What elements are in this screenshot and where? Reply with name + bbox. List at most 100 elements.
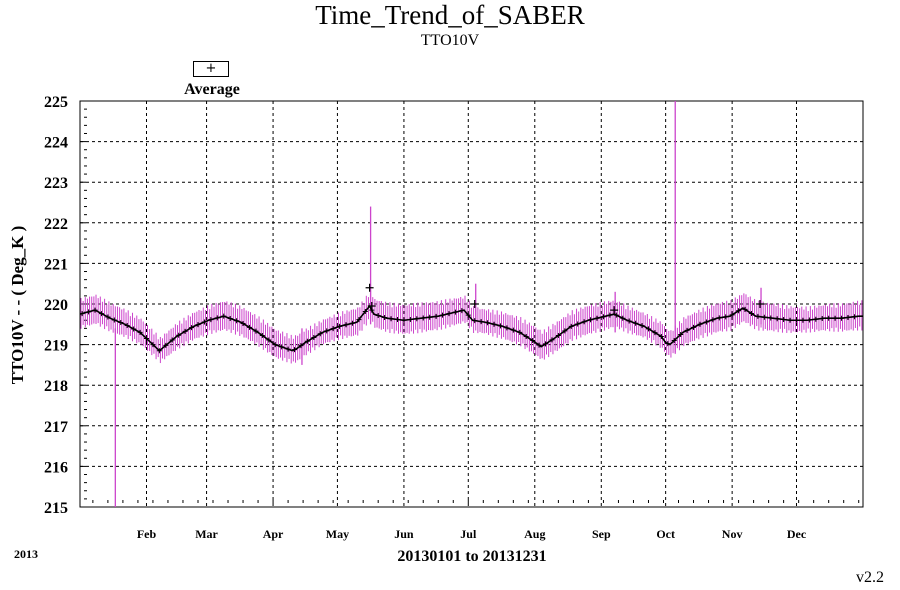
average-point [427, 314, 433, 320]
average-point [343, 322, 349, 328]
legend-label: Average [184, 81, 240, 98]
average-point [652, 330, 658, 336]
average-point [440, 312, 446, 318]
average-point [748, 310, 754, 316]
average-point [485, 320, 491, 326]
marked-point [365, 283, 374, 292]
average-point [568, 323, 574, 329]
y-tick-label: 219 [44, 338, 68, 355]
average-point [446, 311, 452, 317]
average-point [639, 323, 645, 329]
y-tick-label: 216 [44, 459, 68, 476]
average-point [246, 324, 252, 330]
x-tick-label: Nov [722, 527, 743, 541]
average-point [182, 328, 188, 334]
average-point [394, 316, 400, 322]
average-point [555, 332, 561, 338]
average-point [703, 319, 709, 325]
marked-point [610, 306, 619, 315]
average-point [407, 316, 413, 322]
average-point [234, 318, 240, 324]
average-point [221, 313, 227, 319]
average-point [575, 321, 581, 327]
average-point [633, 320, 639, 326]
average-point [227, 315, 233, 321]
legend-symbol: + [193, 61, 229, 77]
average-point [279, 344, 285, 350]
average-point [452, 309, 458, 315]
average-point [433, 313, 439, 319]
average-point [787, 317, 793, 323]
y-tick-label: 217 [44, 419, 68, 436]
chart-subtitle: TTO10V [420, 32, 480, 49]
average-point [588, 317, 594, 323]
version-label: v2.2 [856, 569, 884, 586]
x-axis-label: 20130101 to 20131231 [397, 548, 547, 565]
x-tick-label: Sep [592, 527, 611, 541]
y-tick-label: 225 [44, 94, 68, 111]
marked-point [756, 300, 765, 308]
average-point [208, 317, 214, 323]
average-point [800, 317, 806, 323]
average-point [214, 315, 220, 321]
x-tick-label: Apr [263, 527, 284, 541]
average-point [549, 337, 555, 343]
average-point [819, 315, 825, 321]
chart-title: Time_Trend_of_SABER [315, 0, 585, 30]
average-point [382, 315, 388, 321]
average-point [375, 313, 381, 319]
average-point [613, 312, 619, 318]
average-point [600, 314, 606, 320]
average-point [517, 329, 523, 335]
average-point [839, 315, 845, 321]
average-point [156, 348, 162, 354]
y-tick-label: 221 [44, 256, 68, 273]
average-point [201, 319, 207, 325]
average-point [806, 317, 812, 323]
average-point [684, 327, 690, 333]
y-tick-label: 215 [44, 500, 68, 517]
average-point [826, 315, 832, 321]
average-point [465, 312, 471, 318]
x-tick-label: Mar [195, 527, 218, 541]
average-point [272, 342, 278, 348]
average-point [137, 329, 143, 335]
average-point [324, 328, 330, 334]
average-point [266, 337, 272, 343]
average-point [150, 342, 156, 348]
average-point [813, 316, 819, 322]
average-point [678, 331, 684, 337]
y-tick-label: 220 [44, 297, 68, 314]
average-point [298, 343, 304, 349]
average-point [658, 333, 664, 339]
x-tick-label: Dec [787, 527, 807, 541]
average-point [723, 314, 729, 320]
average-point [92, 307, 98, 313]
average-point [851, 314, 857, 320]
average-point [189, 325, 195, 331]
average-point [530, 338, 536, 344]
average-point [761, 314, 767, 320]
average-point [337, 323, 343, 329]
average-point [497, 323, 503, 329]
average-point [388, 316, 394, 322]
average-point [118, 320, 124, 326]
average-point [317, 331, 323, 337]
average-point [349, 320, 355, 326]
y-tick-label: 218 [44, 378, 68, 395]
average-point [710, 317, 716, 323]
average-point [523, 333, 529, 339]
average-point [793, 317, 799, 323]
average-point [607, 312, 613, 318]
average-point [356, 317, 362, 323]
average-point [124, 322, 130, 328]
average-point [414, 316, 420, 322]
average-point [259, 332, 265, 338]
x-tick-label: Jul [460, 527, 477, 541]
average-point [620, 315, 626, 321]
year-label: 2013 [14, 547, 38, 561]
average-point [79, 311, 85, 317]
average-point [176, 332, 182, 338]
average-point [472, 318, 478, 324]
